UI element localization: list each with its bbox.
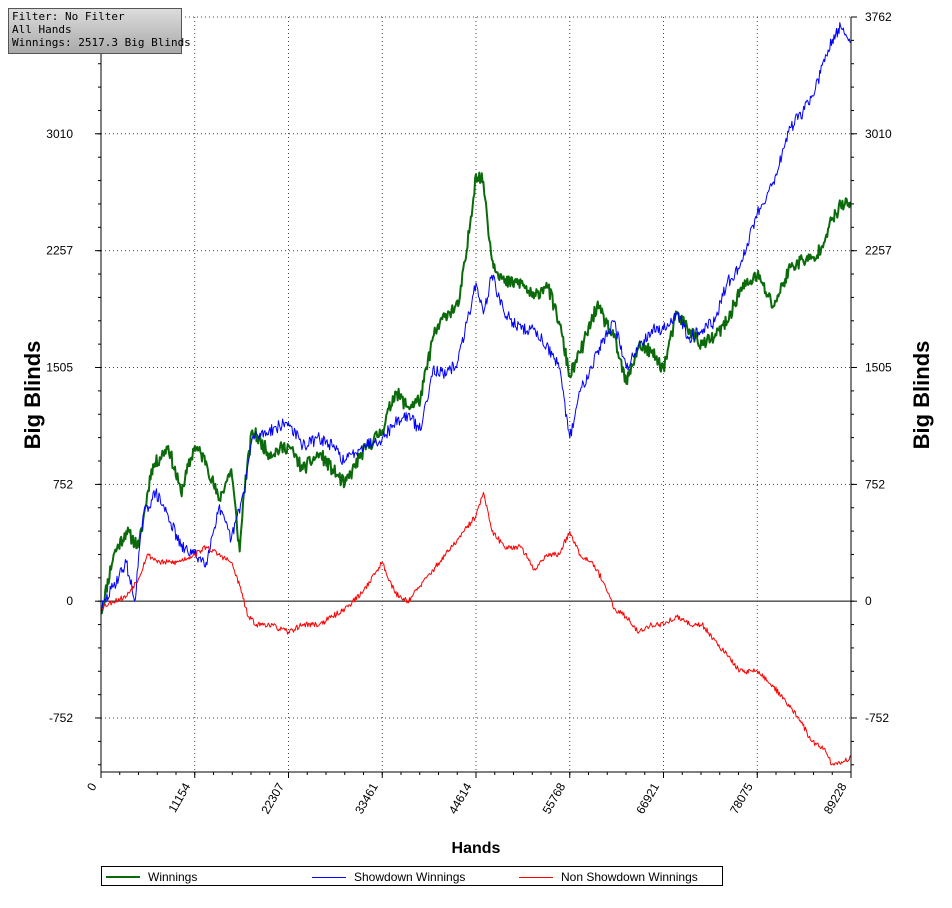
series-line-winnings	[100, 171, 852, 615]
x-tick-label: 0	[84, 780, 100, 793]
legend-swatch-winnings	[106, 876, 140, 878]
hands-text: All Hands	[12, 23, 72, 36]
plot-area	[101, 17, 851, 772]
series-layer	[100, 22, 852, 766]
x-tick-label: 89228	[821, 780, 850, 816]
legend-label-non-showdown-winnings: Non Showdown Winnings	[561, 870, 698, 884]
x-tick-label: 44614	[446, 780, 475, 816]
x-axis-title: Hands	[452, 840, 501, 857]
series-line-showdown-winnings	[100, 22, 852, 611]
x-tick-label: 55768	[540, 780, 569, 816]
filter-text: Filter: No Filter	[12, 10, 125, 23]
x-tick-label: 22307	[258, 780, 287, 816]
y-tick-label-right: -752	[865, 711, 889, 725]
legend-label-showdown-winnings: Showdown Winnings	[354, 870, 466, 884]
y-tick-label-left: -752	[49, 711, 73, 725]
legend-item-winnings: Winnings	[106, 870, 197, 884]
y-tick-label-left: 1505	[46, 360, 73, 374]
y-axis-title-right: Big Blinds	[909, 341, 934, 450]
x-tick-label: 11154	[165, 780, 193, 815]
y-tick-label-left: 2257	[46, 244, 73, 258]
legend-swatch-non-showdown-winnings	[519, 876, 553, 878]
legend-item-showdown-winnings: Showdown Winnings	[312, 870, 465, 884]
winnings-text: Winnings: 2517.3 Big Blinds	[12, 36, 191, 49]
y-tick-label-right: 3762	[865, 10, 892, 24]
x-tick-label: 66921	[633, 780, 662, 816]
legend-label-winnings: Winnings	[148, 870, 198, 884]
y-tick-label-right: 752	[865, 477, 885, 491]
y-tick-label-left: 752	[53, 477, 73, 491]
legend-item-non-showdown-winnings: Non Showdown Winnings	[519, 870, 698, 884]
x-tick-label: 78075	[727, 780, 756, 816]
y-tick-label-left: 3010	[46, 127, 73, 141]
series-line-non-showdown-winnings	[100, 492, 852, 766]
y-tick-label-right: 1505	[865, 360, 892, 374]
legend: Winnings Showdown Winnings Non Showdown …	[101, 866, 723, 886]
y-tick-label-right: 2257	[865, 244, 892, 258]
y-tick-label-left: 0	[66, 594, 73, 608]
y-tick-label-right: 0	[865, 594, 872, 608]
info-box: Filter: No Filter All Hands Winnings: 25…	[8, 8, 191, 54]
legend-swatch-showdown-winnings	[312, 876, 346, 878]
axes-layer	[95, 16, 857, 778]
y-axis-title-left: Big Blinds	[20, 341, 45, 450]
x-tick-label: 33461	[352, 780, 381, 816]
y-tick-label-right: 3010	[865, 127, 892, 141]
